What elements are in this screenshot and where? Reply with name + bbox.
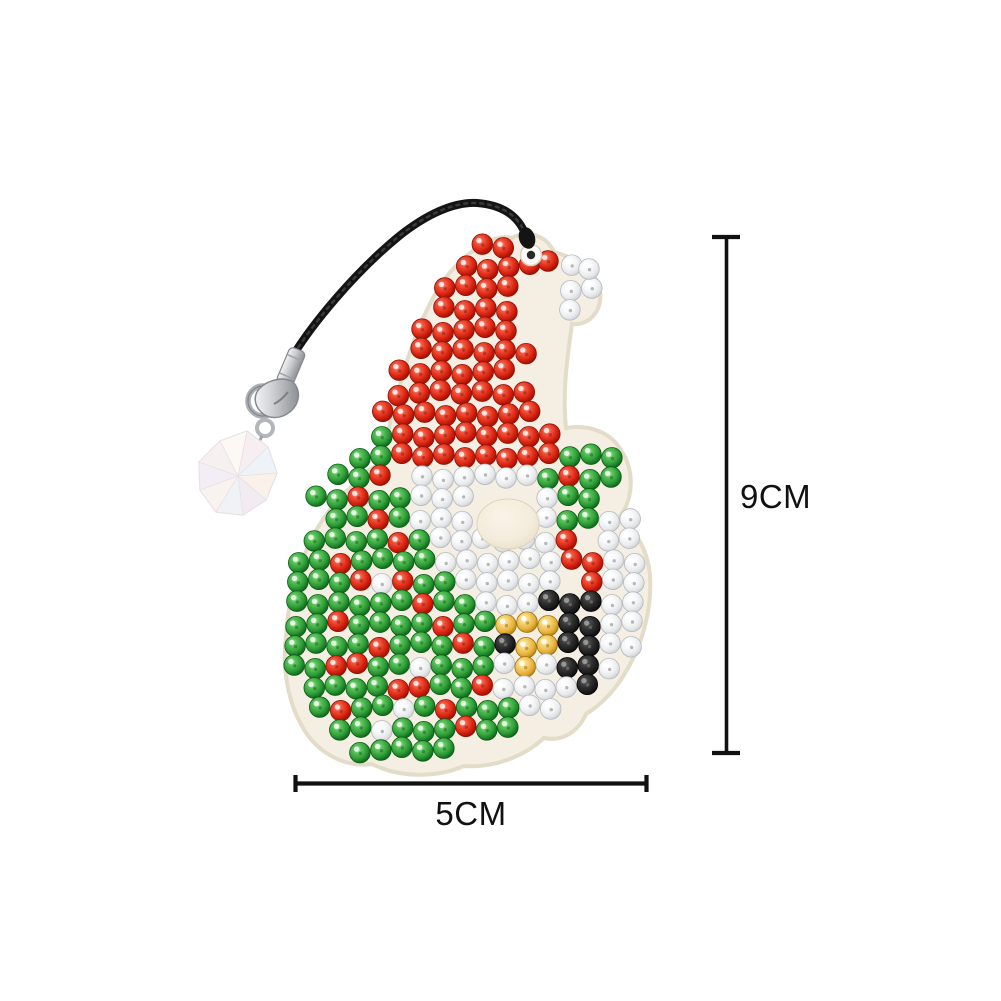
height-dimension-label: 9CM bbox=[740, 478, 811, 515]
charm-bail-loop bbox=[255, 418, 275, 438]
gnome-rhinestone-art bbox=[283, 233, 646, 764]
lobster-clasp-trigger bbox=[273, 391, 289, 405]
width-dimension-label: 5CM bbox=[435, 795, 506, 832]
lobster-clasp bbox=[254, 378, 300, 419]
crimp-tube bbox=[276, 347, 306, 387]
gnome-nose bbox=[476, 498, 540, 550]
metal-findings bbox=[245, 347, 306, 453]
strap-cord-braid-texture bbox=[292, 201, 528, 356]
height-dimension bbox=[712, 234, 740, 756]
strap-cord bbox=[290, 198, 530, 358]
cord-knot bbox=[518, 227, 536, 249]
hat-grommet bbox=[519, 243, 543, 267]
width-dimension bbox=[293, 775, 649, 792]
crystal-charm bbox=[198, 430, 278, 516]
